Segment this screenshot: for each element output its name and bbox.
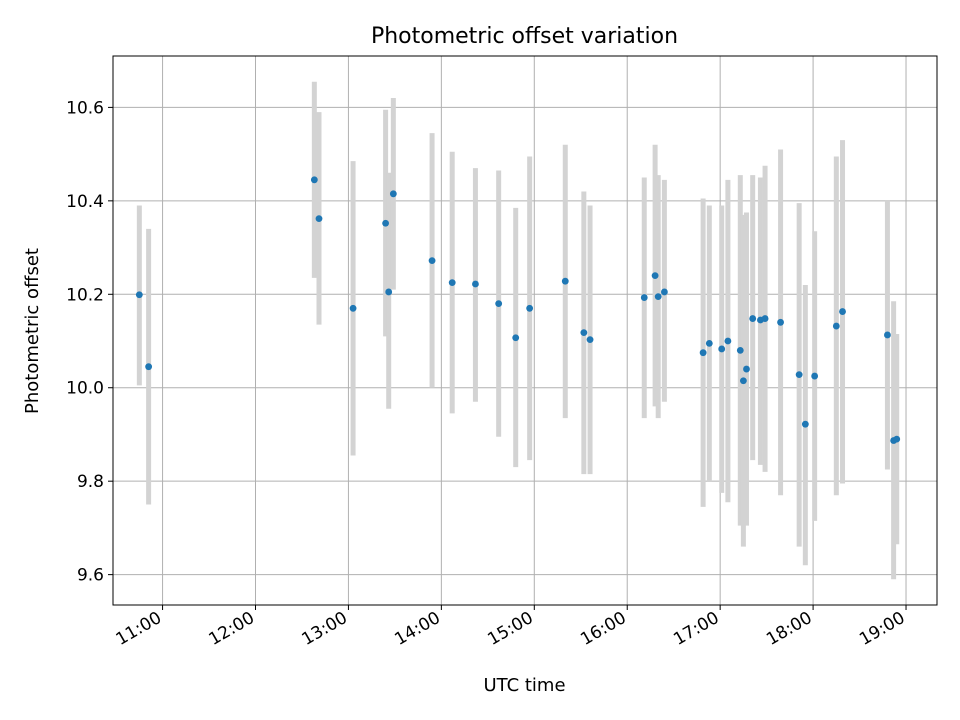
data-point bbox=[795, 371, 803, 379]
data-point bbox=[718, 345, 726, 353]
data-point bbox=[811, 372, 819, 380]
data-point bbox=[135, 291, 143, 299]
data-point bbox=[749, 315, 757, 322]
data-point bbox=[145, 363, 153, 371]
y-tick-label: 10.6 bbox=[66, 98, 104, 118]
y-tick-label: 9.6 bbox=[77, 566, 104, 586]
y-axis-label: Photometric offset bbox=[22, 248, 43, 414]
data-point bbox=[761, 315, 769, 322]
data-point bbox=[315, 215, 323, 222]
data-point bbox=[654, 293, 662, 301]
data-point bbox=[310, 176, 318, 184]
data-point bbox=[512, 334, 520, 342]
data-point bbox=[389, 190, 397, 198]
y-axis-ticks: 9.6 9.8 10.0 10.2 10.4 10.6 bbox=[66, 98, 113, 586]
data-point bbox=[839, 308, 846, 315]
data-point bbox=[743, 365, 750, 373]
y-tick-label: 10.4 bbox=[66, 192, 104, 212]
data-point bbox=[893, 435, 901, 443]
data-point bbox=[724, 337, 732, 345]
data-point bbox=[428, 257, 436, 265]
data-point bbox=[349, 304, 357, 312]
y-tick-label: 10.2 bbox=[66, 285, 104, 305]
data-point bbox=[472, 280, 479, 288]
data-point bbox=[640, 294, 648, 301]
data-point bbox=[777, 318, 784, 326]
data-point bbox=[801, 420, 809, 428]
data-point bbox=[884, 331, 891, 339]
y-tick-label: 10.0 bbox=[66, 379, 104, 399]
data-points bbox=[135, 176, 901, 444]
data-point bbox=[448, 279, 456, 287]
data-point bbox=[382, 219, 390, 227]
plot-frame bbox=[112, 55, 938, 606]
data-point bbox=[832, 322, 840, 330]
data-point bbox=[736, 346, 744, 354]
data-point bbox=[385, 288, 393, 296]
data-point bbox=[580, 329, 588, 337]
chart-title: Photometric offset variation bbox=[371, 24, 678, 49]
data-point bbox=[586, 336, 594, 344]
x-axis-label: UTC time bbox=[483, 675, 565, 696]
y-tick-label: 9.8 bbox=[77, 472, 104, 492]
data-point bbox=[699, 349, 707, 357]
data-point bbox=[561, 277, 569, 285]
data-point bbox=[495, 300, 503, 308]
data-point bbox=[651, 272, 659, 279]
data-point bbox=[705, 339, 713, 347]
data-point bbox=[739, 377, 747, 385]
data-point bbox=[526, 304, 534, 312]
data-point bbox=[660, 288, 668, 296]
